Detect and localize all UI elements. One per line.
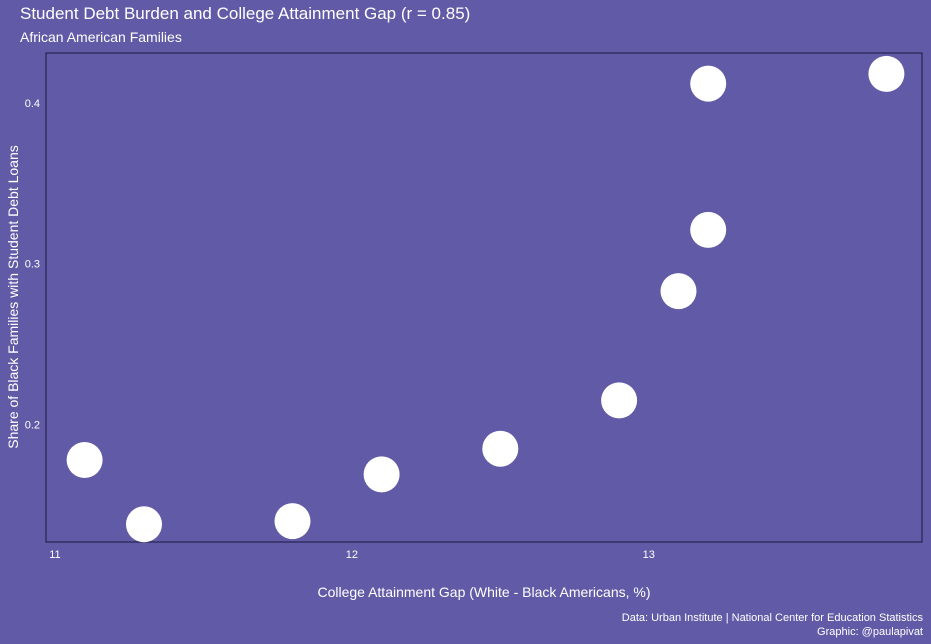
x-tick-label: 12 [346, 549, 358, 561]
data-point-4 [363, 456, 400, 493]
y-tick-label: 0.3 [25, 259, 40, 271]
data-point-5 [482, 430, 519, 467]
data-point-6 [601, 382, 638, 419]
x-tick-label: 13 [643, 549, 655, 561]
x-axis-ticks: 11 12 13 [49, 549, 655, 561]
chart-subtitle: African American Families [20, 29, 182, 45]
points-layer [66, 55, 905, 543]
data-point-8 [690, 211, 727, 248]
data-point-7 [660, 273, 697, 310]
y-tick-label: 0.2 [25, 420, 40, 432]
y-axis-ticks: 0.2 0.3 0.4 [25, 98, 40, 432]
data-point-3 [274, 503, 311, 540]
plot-panel [45, 52, 923, 543]
data-point-9 [690, 65, 727, 102]
chart-title: Student Debt Burden and College Attainme… [20, 4, 471, 23]
x-axis-title: College Attainment Gap (White - Black Am… [317, 584, 650, 600]
data-point-10 [868, 55, 905, 92]
caption: Data: Urban Institute | National Center … [622, 611, 923, 639]
y-tick-label: 0.4 [25, 98, 40, 110]
data-point-1 [66, 442, 103, 478]
y-axis-title: Share of Black Families with Student Deb… [5, 145, 21, 449]
data-point-2 [126, 506, 162, 543]
x-tick-label: 11 [49, 549, 60, 561]
caption-credit: Graphic: @paulapivat [817, 626, 923, 638]
caption-source: Data: Urban Institute | National Center … [621, 612, 923, 624]
